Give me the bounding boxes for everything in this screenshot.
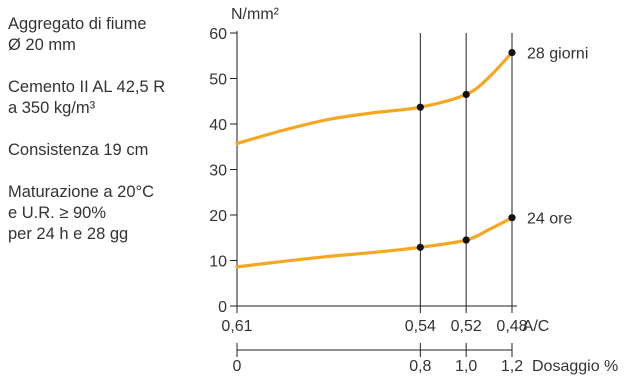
- series-1-point-2: [508, 214, 516, 222]
- x2-tick-label-3: 1,2: [501, 358, 523, 375]
- series-label-0: 28 giorni: [527, 46, 588, 63]
- series-0-point-0: [416, 103, 424, 111]
- note-curing: Maturazione a 20°C e U.R. ≥ 90% per 24 h…: [8, 183, 155, 243]
- y-tick-label-0: 0: [218, 299, 227, 316]
- y-axis-title: N/mm²: [231, 6, 280, 23]
- y-tick-label-20: 20: [209, 208, 227, 225]
- note-aggregate: Aggregato di fiume Ø 20 mm: [8, 15, 147, 54]
- x-tick-label-2: 0,52: [451, 318, 482, 335]
- x-tick-label-1: 0,54: [405, 318, 436, 335]
- y-tick-label-10: 10: [209, 254, 227, 271]
- series-0-point-1: [462, 90, 470, 99]
- series-1-point-1: [462, 236, 470, 244]
- x-axis-title: A/C: [523, 318, 550, 335]
- y-tick-label-30: 30: [209, 163, 227, 180]
- series-0-point-2: [508, 48, 516, 57]
- x-tick-label-0: 0,61: [221, 318, 252, 335]
- series-line-1: [235, 216, 514, 269]
- x-tick-label-3: 0,48: [496, 318, 527, 335]
- x2-tick-label-1: 0,8: [409, 358, 431, 375]
- notes-panel: Aggregato di fiume Ø 20 mm Cemento II AL…: [8, 14, 198, 266]
- note-cement: Cemento II AL 42,5 R a 350 kg/m³: [8, 78, 166, 117]
- series-label-1: 24 ore: [527, 211, 572, 228]
- y-tick-label-60: 60: [209, 26, 227, 43]
- series-1-point-0: [416, 243, 424, 251]
- x2-tick-label-2: 1,0: [455, 358, 477, 375]
- series-line-0: [235, 50, 514, 146]
- x2-axis-title: Dosaggio %: [532, 358, 618, 375]
- note-consistency: Consistenza 19 cm: [8, 141, 149, 159]
- y-tick-label-50: 50: [209, 72, 227, 89]
- y-tick-label-40: 40: [209, 117, 227, 134]
- x2-tick-label-0: 0: [233, 358, 242, 375]
